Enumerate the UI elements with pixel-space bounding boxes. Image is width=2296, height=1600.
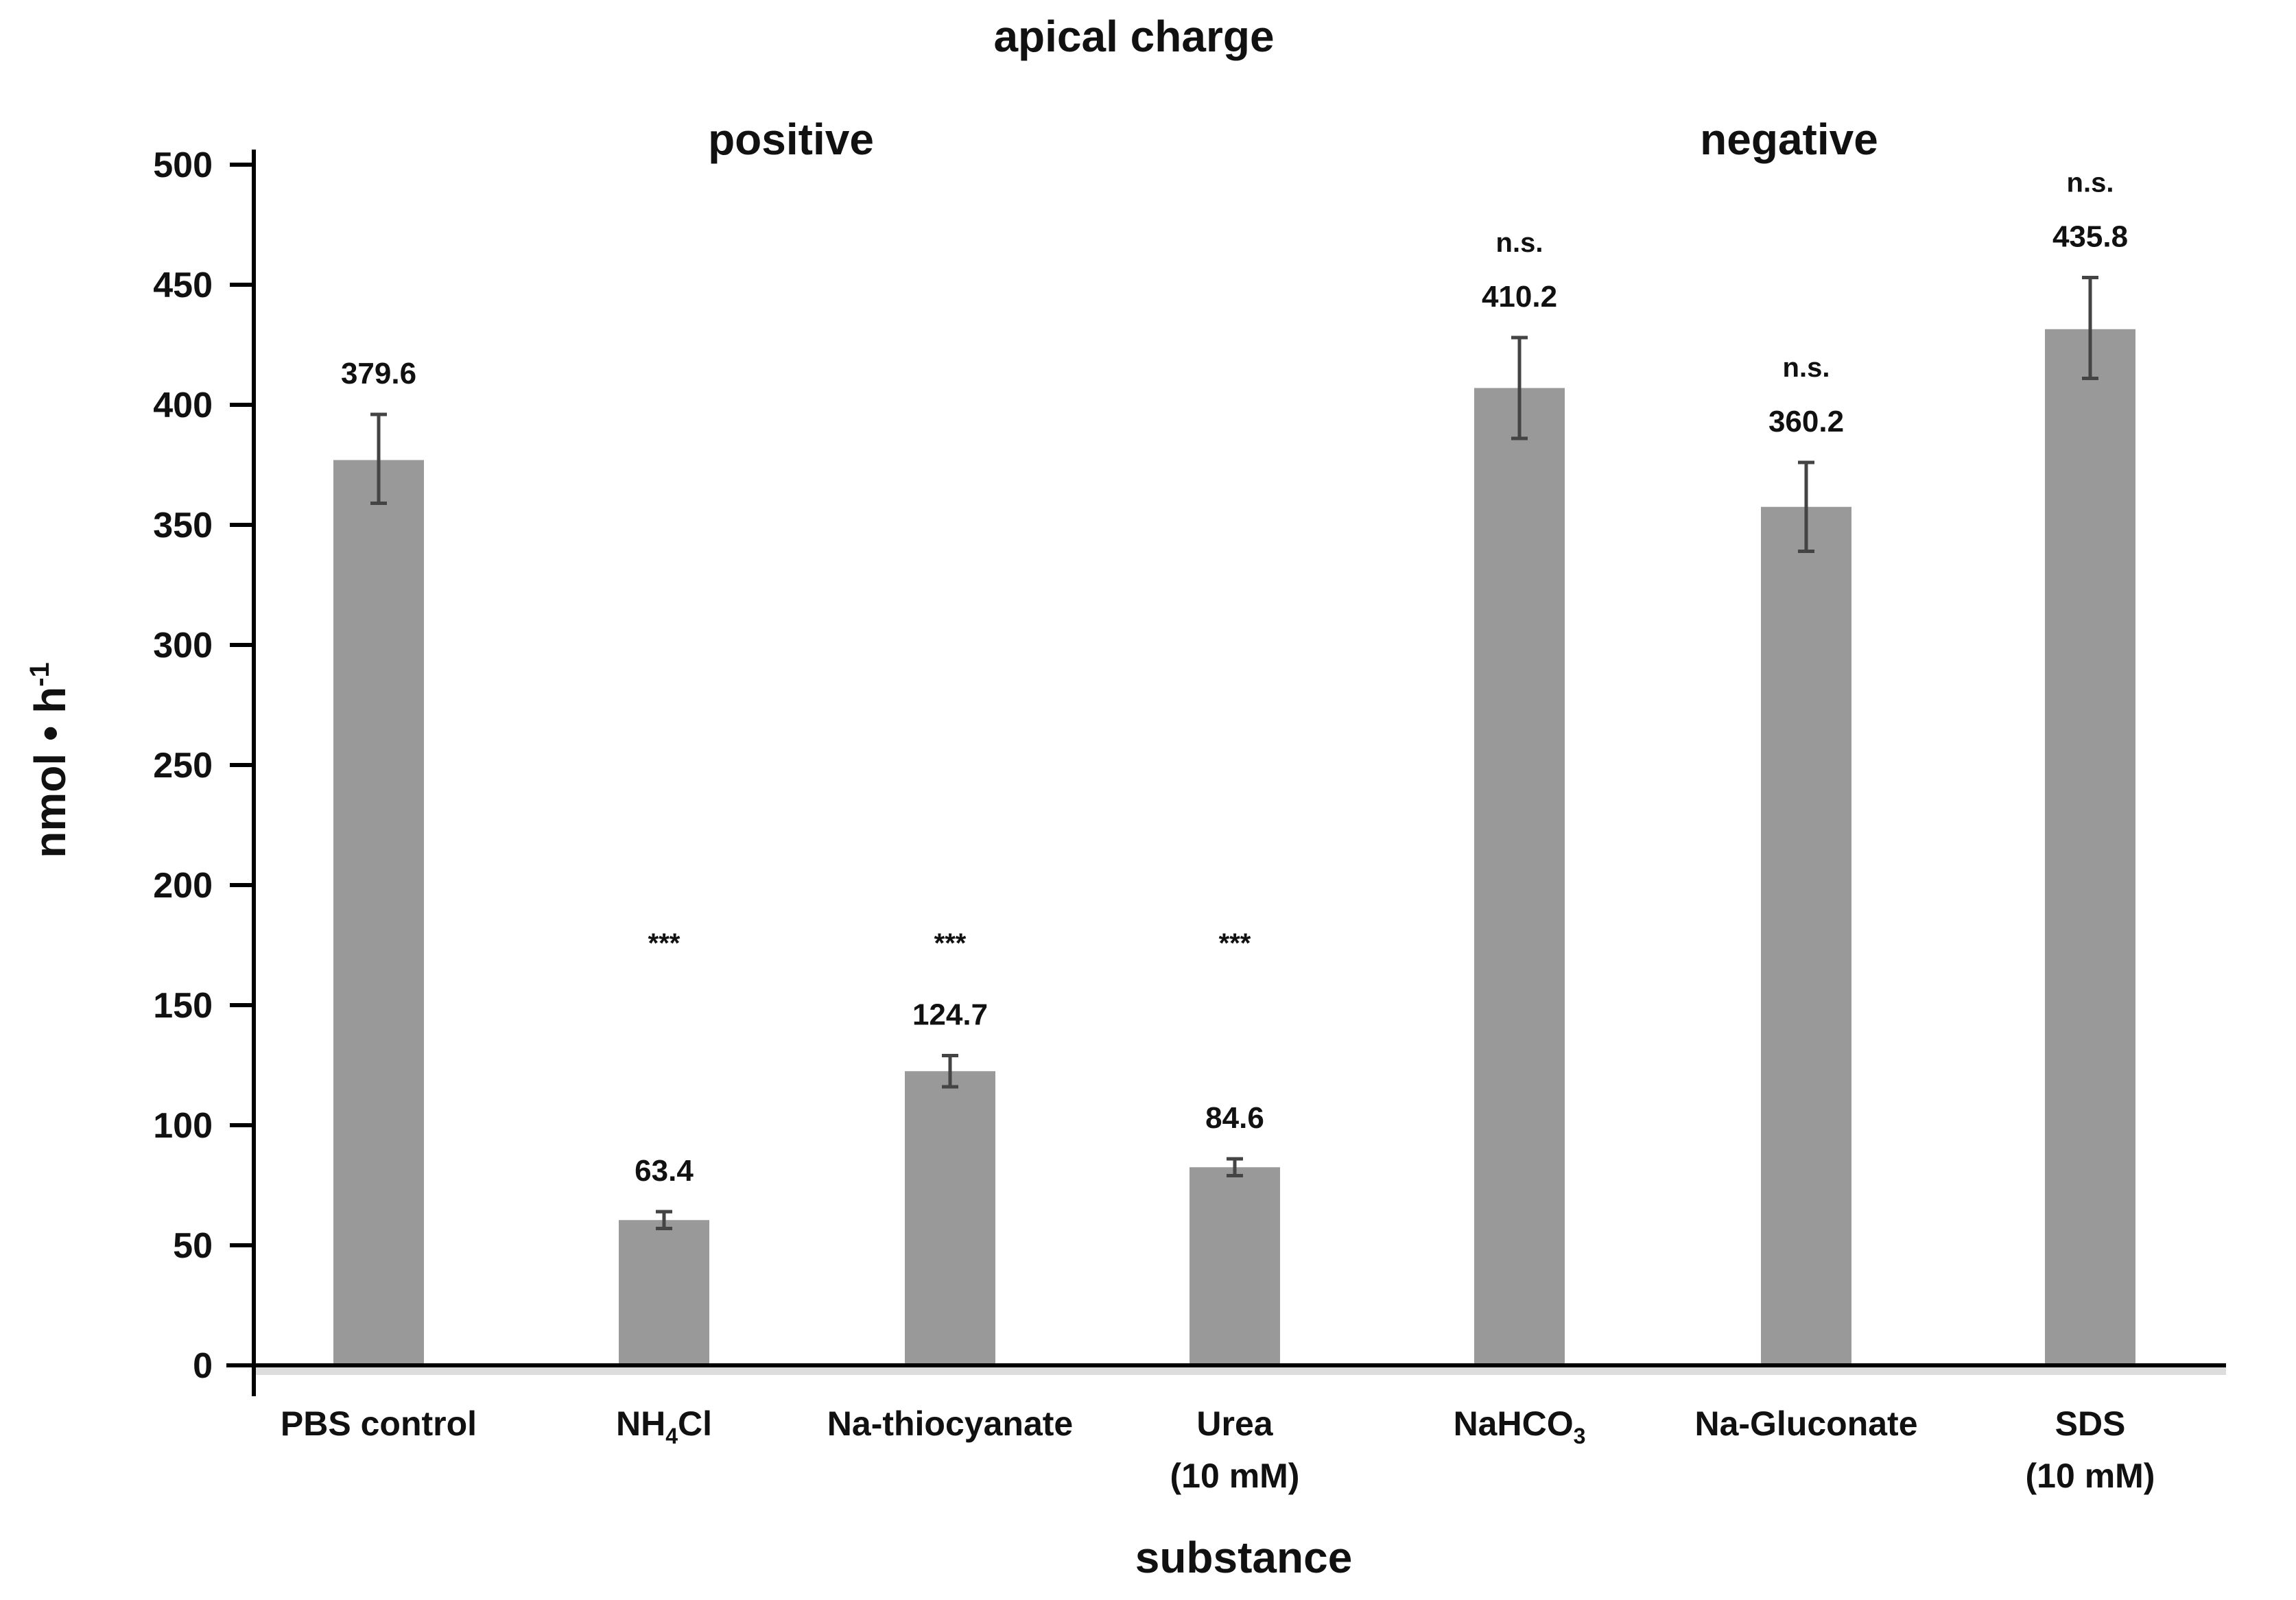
bar [1190, 1167, 1280, 1365]
error-bar [1511, 336, 1528, 440]
grid-layer [254, 1365, 2226, 1375]
y-axis-title: nmol • h-1 [25, 662, 75, 858]
error-bar [1798, 460, 1814, 553]
bar [1761, 506, 1851, 1365]
significance-label: *** [1219, 928, 1251, 958]
y-tick-label: 50 [173, 1226, 213, 1266]
value-label: 63.4 [635, 1154, 694, 1188]
error-bar [370, 412, 387, 505]
x-tick-label: SDS [2055, 1404, 2126, 1443]
x-tick-label: Na-thiocyanate [827, 1404, 1073, 1443]
bar-series [333, 276, 2135, 1365]
y-tick-label: 300 [153, 626, 213, 666]
axes [226, 150, 2226, 1396]
value-label: 379.6 [341, 357, 416, 390]
x-tick-label: Urea [1196, 1404, 1273, 1443]
value-label: 435.8 [2052, 220, 2128, 254]
x-tick-label-text: SDS [2055, 1404, 2126, 1443]
baseline-band [254, 1365, 2226, 1375]
value-label: 360.2 [1768, 405, 1844, 438]
value-label: 410.2 [1482, 280, 1557, 314]
x-tick-label: PBS control [281, 1404, 477, 1443]
bar [619, 1220, 709, 1365]
x-tick-label: NH4Cl [616, 1404, 712, 1448]
bar [1474, 388, 1565, 1365]
x-tick-label-text: NH [616, 1404, 665, 1443]
bar [2045, 329, 2135, 1365]
chart-labels: apical charge positive negative substanc… [25, 12, 2155, 1582]
chart-title: apical charge [993, 12, 1274, 61]
x-axis-title: substance [1135, 1533, 1353, 1582]
significance-label: n.s. [1783, 353, 1830, 383]
y-tick-label: 200 [153, 866, 213, 906]
bar [333, 460, 424, 1365]
x-tick-label-text: NaHCO [1454, 1404, 1574, 1443]
y-tick-label: 100 [153, 1106, 213, 1146]
y-tick-label: 350 [153, 506, 213, 545]
x-tick-label-text: Na-thiocyanate [827, 1404, 1073, 1443]
y-tick-label: 150 [153, 986, 213, 1026]
significance-label: n.s. [2067, 168, 2114, 198]
x-tick-label-subscript: 3 [1574, 1424, 1586, 1448]
y-tick-label: 250 [153, 746, 213, 786]
group-label-negative: negative [1700, 115, 1878, 164]
y-tick-label: 500 [153, 145, 213, 185]
significance-label: *** [648, 928, 680, 958]
x-tick-label-text: Urea [1196, 1404, 1273, 1443]
x-tick-label-line2: (10 mM) [2026, 1457, 2155, 1495]
x-tick-label-text: Na-Gluconate [1694, 1404, 1917, 1443]
bar [905, 1071, 995, 1365]
x-tick-label-line2: (10 mM) [1170, 1457, 1300, 1495]
value-label: 84.6 [1205, 1101, 1264, 1135]
y-tick-label: 400 [153, 386, 213, 425]
y-tick-label: 0 [193, 1346, 213, 1386]
error-bar [656, 1210, 672, 1230]
x-tick-label-text: PBS control [281, 1404, 477, 1443]
group-label-positive: positive [708, 115, 874, 164]
error-bar [942, 1054, 958, 1089]
y-tick-label: 450 [153, 266, 213, 305]
significance-label: *** [934, 928, 967, 958]
y-axis-title-main: nmol • h [25, 687, 75, 858]
y-axis-title-superscript: -1 [25, 662, 55, 687]
x-tick-label-tail: Cl [678, 1404, 712, 1443]
x-tick-label-subscript: 4 [665, 1424, 678, 1448]
error-bar [1227, 1157, 1243, 1177]
value-label: 124.7 [912, 998, 988, 1032]
x-tick-label: Na-Gluconate [1694, 1404, 1917, 1443]
error-bar [2082, 276, 2098, 380]
x-tick-label: NaHCO3 [1454, 1404, 1586, 1448]
significance-label: n.s. [1496, 228, 1543, 258]
